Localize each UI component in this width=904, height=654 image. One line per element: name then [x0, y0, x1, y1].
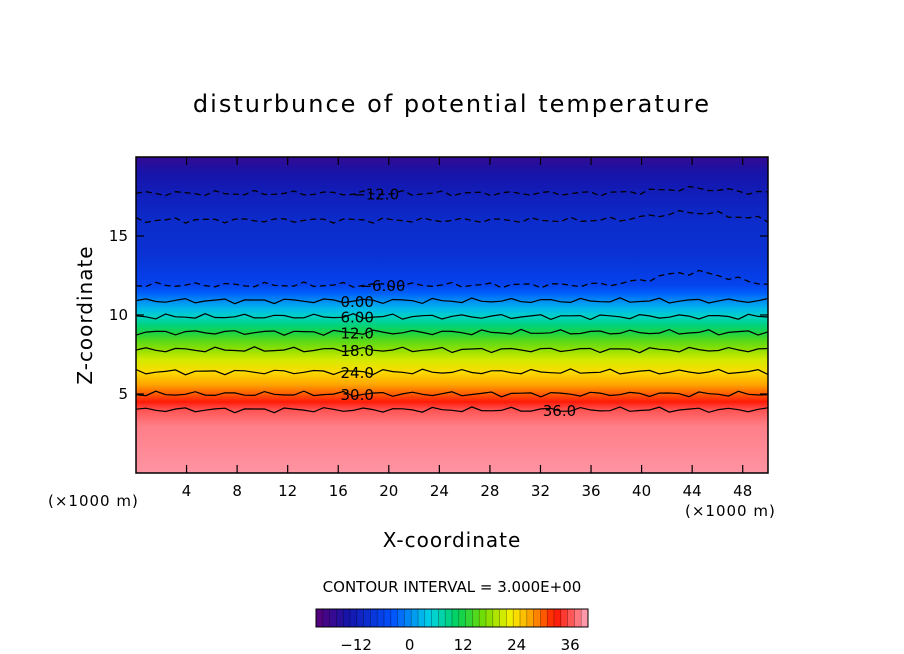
x-tick-label: 32 [531, 482, 550, 500]
x-tick-label: 12 [278, 482, 297, 500]
contour-line [136, 328, 768, 336]
x-tick-label: 28 [480, 482, 499, 500]
contour-label: 12.0 [340, 324, 373, 342]
x-tick-label: 40 [632, 482, 651, 500]
color-field [136, 157, 768, 473]
contour-interval-note: CONTOUR INTERVAL = 3.000E+00 [323, 578, 582, 596]
contour-line [136, 390, 768, 398]
colorbar-tick-label: 0 [405, 636, 415, 654]
colorbar-tick-label: 24 [507, 636, 526, 654]
contour-line [136, 346, 768, 354]
contour-label: 30.0 [340, 386, 373, 404]
y-tick-label: 5 [118, 385, 128, 403]
contour-line [136, 406, 768, 414]
contour-label: 6.00 [340, 309, 373, 327]
colorbar-tick-label: 12 [454, 636, 473, 654]
contour-line [136, 313, 768, 321]
chart-title: disturbunce of potential temperature [193, 90, 711, 118]
colorbar-tick-label: −12 [340, 636, 372, 654]
contour-label: 36.0 [543, 402, 576, 420]
x-unit-right: (×1000 m) [685, 502, 776, 520]
colorbar: −12 0 12 24 36 [315, 608, 589, 654]
colorbar-ticks: −12 0 12 24 36 [340, 636, 579, 654]
x-tick-label: 4 [182, 482, 192, 500]
x-tick-label: 48 [733, 482, 752, 500]
contour-line [136, 368, 768, 376]
x-tick-label: 20 [379, 482, 398, 500]
colorbar-dividers [322, 609, 582, 627]
colorbar-tick-label: 36 [561, 636, 580, 654]
contour-line [136, 209, 768, 224]
contour-label: 18.0 [340, 342, 373, 360]
contour-line [136, 269, 768, 289]
x-tick-label: 44 [683, 482, 702, 500]
y-axis-label: Z-coordinate [73, 245, 97, 384]
x-tick-label: 8 [232, 482, 242, 500]
y-tick-label: 15 [109, 227, 128, 245]
x-tick-label: 16 [329, 482, 348, 500]
x-axis-label: X-coordinate [383, 528, 522, 552]
contour-label: −6.00 [359, 277, 405, 295]
contour-label: 24.0 [340, 364, 373, 382]
contour-line [136, 297, 768, 305]
contour-label: −12.0 [353, 185, 399, 203]
x-ticks: 4 8 12 16 20 24 28 32 36 40 44 48 [182, 157, 752, 500]
contour-label: 0.00 [340, 293, 373, 311]
y-tick-label: 10 [109, 306, 128, 324]
colorbar-fill [316, 609, 588, 627]
y-ticks: 5 10 15 [109, 227, 768, 403]
x-unit-left: (×1000 m) [48, 492, 139, 510]
colorbar-frame [315, 608, 589, 628]
x-tick-label: 36 [581, 482, 600, 500]
contour-line [136, 185, 768, 197]
x-tick-label: 24 [430, 482, 449, 500]
